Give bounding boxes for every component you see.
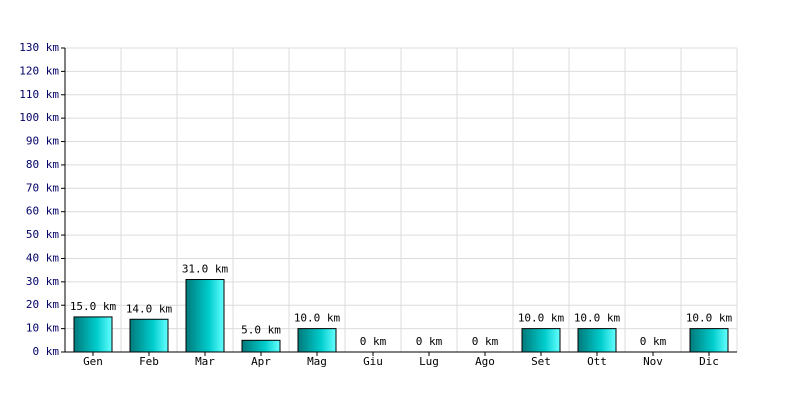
value-label: 31.0 km [182,263,229,276]
value-label: 0 km [360,335,387,348]
value-label: 0 km [472,335,499,348]
x-tick-label: Gen [83,355,103,368]
y-tick-label: 10 km [26,322,59,335]
y-tick-label: 30 km [26,275,59,288]
y-tick-label: 60 km [26,205,59,218]
x-tick-label: Feb [139,355,159,368]
y-tick-label: 70 km [26,181,59,194]
y-tick-label: 80 km [26,158,59,171]
bar [521,328,561,353]
value-label: 0 km [416,335,443,348]
y-tick-label: 0 km [33,345,60,358]
bar [185,279,225,353]
value-label: 10.0 km [686,312,733,325]
y-tick-label: 90 km [26,135,59,148]
x-tick-label: Lug [419,355,439,368]
x-tick-label: Ago [475,355,495,368]
x-tick-label: Apr [251,355,271,368]
value-label: 14.0 km [126,302,173,315]
value-label: 15.0 km [70,300,117,313]
bar [297,328,337,353]
x-tick-label: Set [531,355,551,368]
value-label: 5.0 km [241,323,281,336]
x-tick-label: Mag [307,355,327,368]
value-label: 10.0 km [518,312,565,325]
x-tick-label: Ott [587,355,607,368]
y-tick-label: 40 km [26,251,59,264]
value-label: 10.0 km [574,312,621,325]
y-tick-label: 100 km [19,111,59,124]
bar [577,328,617,353]
y-tick-label: 130 km [19,41,59,54]
bar [689,328,729,353]
y-tick-label: 120 km [19,64,59,77]
y-tick-label: 110 km [19,88,59,101]
x-tick-label: Dic [699,355,719,368]
bar [241,339,281,353]
x-tick-label: Mar [195,355,215,368]
bar [129,318,169,353]
y-tick-label: 50 km [26,228,59,241]
x-tick-label: Giu [363,355,383,368]
value-label: 10.0 km [294,312,341,325]
y-tick-label: 20 km [26,298,59,311]
bar [73,316,113,353]
x-tick-label: Nov [643,355,663,368]
value-label: 0 km [640,335,667,348]
